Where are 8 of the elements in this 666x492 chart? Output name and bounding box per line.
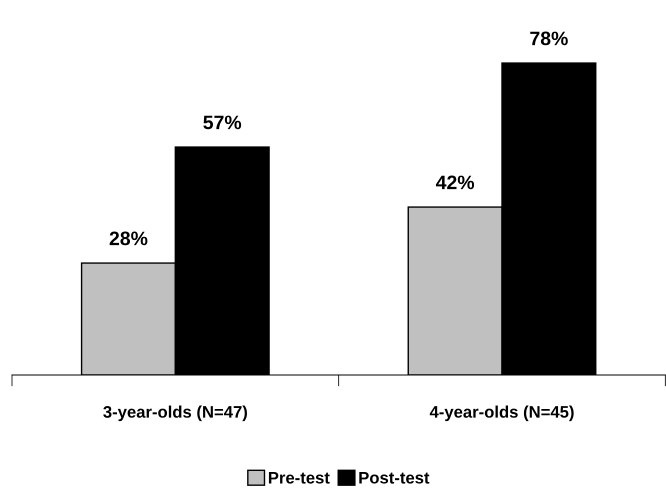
- data-label: 78%: [530, 32, 568, 46]
- legend-label: Post-test: [359, 472, 430, 484]
- legend-label: Pre-test: [268, 472, 330, 484]
- data-label: 42%: [436, 176, 474, 190]
- data-label: 57%: [203, 116, 242, 130]
- data-label: 28%: [110, 232, 148, 246]
- x-tick-label: 4-year-olds (N=45): [430, 406, 574, 422]
- x-tick-label: 3-year-olds (N=47): [103, 406, 247, 422]
